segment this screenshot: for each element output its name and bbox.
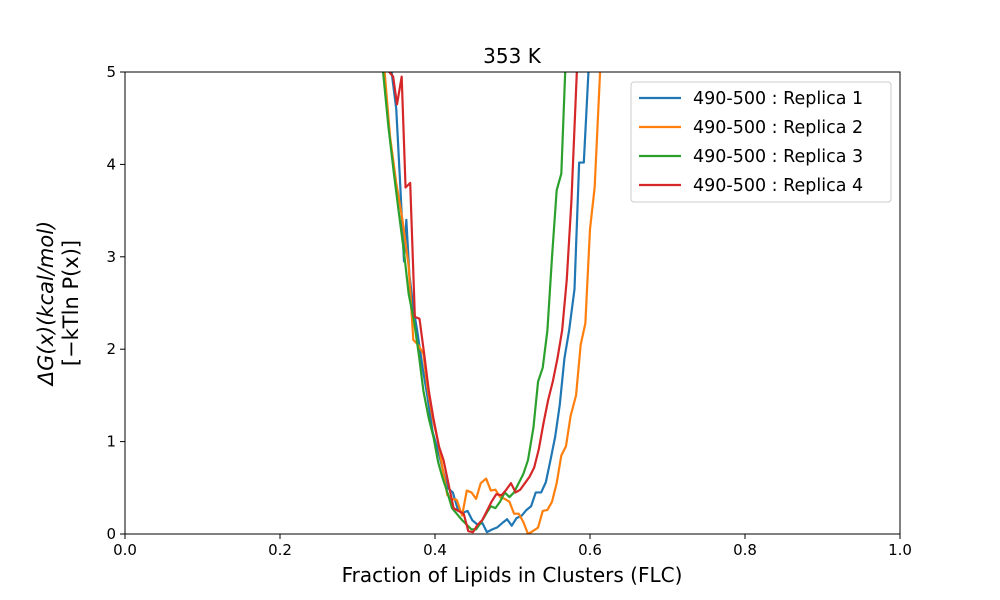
legend-box (630, 81, 892, 203)
legend-label-replica-1: 490-500 : Replica 1 (693, 89, 863, 109)
x-tick-label: 0.6 (578, 541, 602, 559)
y-tick-label: 5 (106, 63, 116, 81)
x-tick-label: 0.2 (268, 541, 292, 559)
series-line-replica-4 (387, 72, 578, 534)
y-tick-label: 2 (106, 340, 116, 358)
y-tick-label: 1 (106, 433, 116, 451)
x-tick-label: 0.0 (113, 541, 137, 559)
legend-label-replica-4: 490-500 : Replica 4 (693, 176, 863, 196)
plot-frame (124, 71, 901, 535)
y-tick-label: 0 (106, 525, 116, 543)
y-axis-label-line1: ΔG(x)(kcal/mol) (34, 221, 58, 387)
x-axis-label: Fraction of Lipids in Clusters (FLC) (342, 563, 683, 587)
x-tick-label: 1.0 (888, 541, 912, 559)
series-line-replica-3 (381, 72, 567, 531)
series-line-replica-1 (390, 72, 590, 534)
y-tick-label: 3 (106, 248, 116, 266)
chart-title: 353 K (483, 44, 542, 68)
y-axis-label-line2: [−kTln P(x)] (59, 240, 83, 366)
x-axis: 0.0 0.2 0.4 0.6 0.8 1.0 (113, 534, 912, 559)
y-axis: 0 1 2 3 4 5 (106, 63, 125, 543)
legend: 490-500 : Replica 1 490-500 : Replica 2 49… (630, 81, 892, 203)
y-axis-label: ΔG(x)(kcal/mol) [−kTln P(x)] (34, 221, 83, 387)
series-line-replica-2 (383, 72, 602, 534)
series-layer (381, 72, 602, 534)
x-tick-label: 0.4 (423, 541, 447, 559)
legend-label-replica-3: 490-500 : Replica 3 (693, 147, 863, 167)
x-tick-label: 0.8 (733, 541, 757, 559)
legend-label-replica-2: 490-500 : Replica 2 (693, 118, 863, 138)
y-tick-label: 4 (106, 155, 116, 173)
